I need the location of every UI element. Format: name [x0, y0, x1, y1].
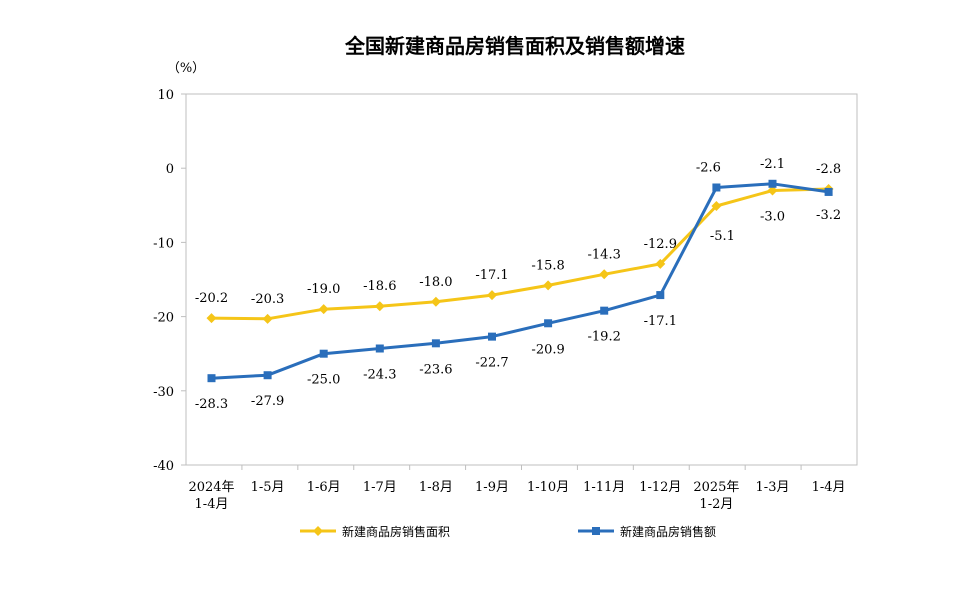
data-label: -18.0 [419, 275, 452, 290]
data-label: -19.2 [588, 330, 621, 345]
data-point [768, 179, 777, 188]
y-tick-label: -10 [153, 236, 174, 251]
data-point [488, 332, 496, 341]
x-tick-label: 1-7月 [363, 480, 397, 495]
data-label: -23.6 [419, 362, 452, 377]
legend-label: 新建商品房销售面积 [342, 524, 450, 539]
y-tick-label: 0 [166, 162, 174, 177]
data-point [430, 296, 441, 307]
series-layer [206, 179, 834, 383]
data-point [711, 201, 722, 212]
data-point [431, 339, 440, 348]
data-label: -18.6 [363, 279, 396, 294]
data-label: -22.7 [475, 356, 508, 371]
y-tick-label: 10 [157, 88, 174, 103]
data-point [767, 185, 778, 196]
x-tick-label: 2024年 [188, 480, 234, 495]
data-point [375, 344, 384, 353]
x-tick-label: 1-4月 [195, 497, 229, 512]
data-point [487, 290, 497, 301]
data-point [600, 306, 609, 315]
legend-marker [592, 527, 600, 535]
data-label: -17.1 [644, 314, 677, 329]
y-tick-label: -20 [153, 311, 174, 326]
y-unit-label: （%） [167, 61, 205, 76]
x-axis: 2024年 1-4月 1-5月 1-6月 1-7月 1-8月 1-9月 1-10月 1-11月 1… [188, 465, 846, 512]
data-label: -15.8 [531, 258, 564, 273]
legend-marker [313, 526, 323, 536]
x-tick-label: 1-8月 [419, 480, 453, 495]
y-tick-label: -30 [153, 385, 174, 400]
data-labels: -20.2 -20.3 -19.0 -18.6 -18.0 -17.1 -15.8 -14.3… [195, 157, 841, 412]
data-label: -20.3 [251, 292, 284, 307]
x-tick-label: 1-5月 [251, 480, 285, 495]
data-label: -20.2 [195, 291, 228, 306]
data-point [599, 269, 610, 280]
data-point [656, 291, 665, 300]
chart-title: 全国新建商品房销售面积及销售额增速 [344, 34, 685, 58]
data-label: -19.0 [307, 282, 340, 297]
y-axis: 10 0 -10 -20 -30 -40 [153, 88, 186, 474]
data-label: -5.1 [710, 229, 735, 244]
data-point [712, 183, 721, 192]
x-tick-label: 1-9月 [475, 480, 509, 495]
data-point [206, 313, 217, 324]
data-point [824, 187, 833, 196]
x-tick-label: 1-2月 [699, 497, 733, 512]
data-label: -28.3 [195, 397, 228, 412]
data-point [207, 374, 216, 383]
data-label: -27.9 [251, 394, 284, 409]
data-point [543, 280, 554, 291]
data-label: -2.6 [696, 160, 721, 175]
data-point [374, 301, 385, 312]
x-tick-label: 1-12月 [639, 480, 681, 495]
data-label: -24.3 [363, 368, 396, 383]
plot-area [185, 93, 858, 466]
data-label: -3.0 [760, 209, 785, 224]
data-label: -25.0 [307, 373, 340, 388]
data-label: -2.8 [816, 162, 841, 177]
data-label: -20.9 [531, 342, 564, 357]
x-tick-label: 1-11月 [583, 480, 625, 495]
series-line [211, 187, 829, 321]
data-label: -14.3 [588, 247, 621, 262]
legend-label: 新建商品房销售额 [620, 524, 716, 539]
data-point [655, 258, 666, 269]
data-label: -2.1 [760, 157, 785, 172]
data-point [544, 319, 553, 328]
data-point [262, 313, 273, 324]
x-tick-label: 1-4月 [812, 480, 846, 495]
x-tick-label: 1-6月 [307, 480, 341, 495]
data-label: -17.1 [475, 268, 508, 283]
x-tick-label: 2025年 [693, 480, 739, 495]
x-tick-label: 1-10月 [527, 480, 569, 495]
data-label: -12.9 [644, 237, 677, 252]
y-tick-label: -40 [153, 459, 174, 474]
data-point [319, 349, 328, 358]
data-point [318, 304, 329, 315]
data-label: -3.2 [816, 208, 841, 223]
x-tick-label: 1-3月 [756, 480, 790, 495]
legend: 新建商品房销售面积 新建商品房销售额 [300, 524, 716, 539]
data-point [263, 371, 272, 380]
series-line [211, 182, 829, 380]
